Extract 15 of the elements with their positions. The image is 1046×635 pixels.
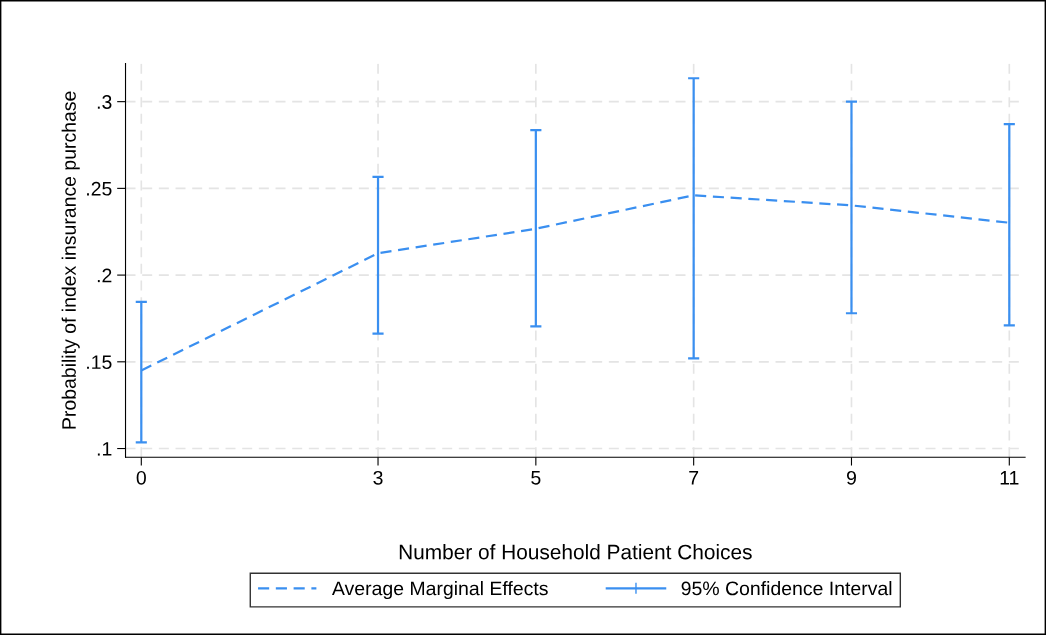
y-tick-label: .25	[87, 181, 112, 196]
x-tick-label: 11	[1000, 471, 1019, 485]
x-tick-label: 3	[373, 470, 383, 485]
x-axis-title: Number of Household Patient Choices	[399, 544, 752, 560]
x-tick-label: 9	[846, 470, 856, 485]
y-tick-label: .15	[87, 355, 112, 370]
x-tick-label: 0	[136, 470, 146, 485]
y-tick-label: .3	[97, 95, 112, 109]
x-tick-label: 5	[531, 471, 541, 485]
y-axis-title: Probability of index insurance purchase	[61, 91, 80, 429]
x-tick-label: 7	[689, 471, 699, 485]
y-tick-label: .1	[97, 442, 112, 456]
legend-label: Average Marginal Effects	[331, 581, 548, 600]
y-tick-label: .2	[97, 268, 112, 283]
text: 95% Confidence Interval	[681, 581, 892, 596]
